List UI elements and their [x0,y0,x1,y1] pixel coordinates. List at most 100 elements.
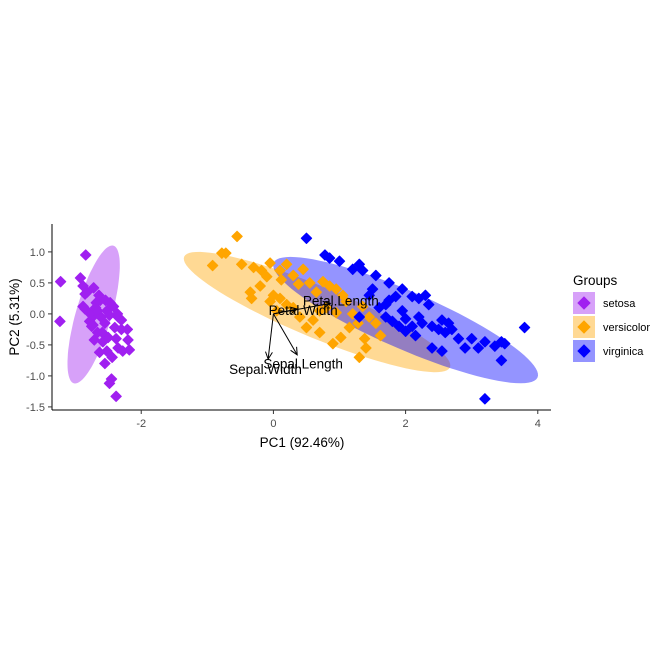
y-tick-label: -0.5 [26,340,45,352]
point-virginica [499,337,511,350]
point-versicolor [245,292,258,305]
point-versicolor [231,230,243,243]
point-setosa [93,346,106,359]
point-setosa [110,390,122,403]
arrow-sepal-width [267,313,274,360]
point-setosa [87,282,100,294]
point-versicolor [313,305,326,317]
legend-label-versicolor: versicolor [603,322,650,334]
point-setosa [112,342,124,354]
legend-title: Groups [573,273,618,288]
point-versicolor [287,269,299,282]
point-versicolor [356,300,369,313]
legend-item-versicolor: versicolor [573,316,650,338]
point-versicolor [235,258,248,270]
point-virginica [393,320,405,332]
point-virginica [356,264,369,277]
point-virginica [459,342,471,354]
loading-label-sepal-length: Sepal.Length [263,356,343,371]
point-versicolor [360,342,372,354]
point-versicolor [297,263,309,275]
point-setosa [88,334,100,346]
point-setosa [103,377,116,390]
point-versicolor [206,259,219,272]
point-versicolor [261,271,273,283]
point-virginica [386,315,399,328]
loading-label-sepal-width: Sepal.Width [229,362,302,377]
point-versicolor [280,298,293,311]
point-versicolor [340,295,352,308]
point-setosa [93,289,105,301]
point-versicolor [220,247,232,259]
x-axis-title: PC1 (92.46%) [260,435,345,450]
point-virginica [479,336,491,348]
point-setosa [54,275,67,288]
point-setosa [123,344,136,356]
point-virginica [413,311,425,323]
point-versicolor [363,311,375,323]
point-versicolor [343,321,356,334]
point-setosa [99,357,111,370]
x-tick-label: 0 [270,418,276,430]
legend-diamond-icon [577,320,591,334]
x-tick-label: -2 [136,418,146,430]
legend-label-setosa: setosa [603,298,636,310]
point-virginica [399,325,412,337]
point-virginica [333,255,346,267]
point-versicolor [330,283,342,295]
arrowhead-sepal-width [265,351,273,361]
point-versicolor [370,317,382,329]
loading-label-petal-length: Petal.Length [303,294,379,309]
point-versicolor [292,278,305,290]
point-virginica [389,290,402,303]
point-setosa [99,294,112,306]
point-versicolor [280,258,293,270]
point-setosa [79,288,91,300]
x-tick-label: 2 [403,418,409,430]
point-virginica [518,321,531,334]
point-versicolor [310,286,323,298]
axes: -2 0 2 4 -1.5 -1.0 -0.5 0.0 0.5 1.0 PC1 (92.46%)… [7,224,551,450]
point-setosa [80,249,92,261]
point-setosa [122,334,134,346]
point-virginica [319,249,331,261]
point-virginica [383,277,395,289]
point-setosa [106,351,118,363]
point-versicolor [335,331,347,344]
x-axis-ticks: -2 0 2 4 [136,410,541,430]
point-virginica [363,289,375,301]
y-tick-label: 0.0 [30,309,45,321]
point-versicolor [275,274,288,286]
point-virginica [419,289,432,301]
point-versicolor [304,277,316,289]
point-virginica [472,342,484,354]
point-versicolor [254,280,266,292]
point-virginica [495,354,508,367]
point-versicolor [313,326,326,339]
legend-diamond-icon [577,296,591,310]
point-virginica [396,283,408,295]
y-tick-label: 0.5 [30,278,45,290]
point-setosa [111,308,124,320]
point-versicolor [264,257,276,269]
point-virginica [479,393,491,405]
point-virginica [347,263,359,275]
point-virginica [370,269,382,282]
y-tick-label: -1.5 [26,402,45,414]
point-setosa [79,303,91,315]
point-virginica [426,342,438,354]
point-virginica [465,333,478,345]
point-versicolor [327,337,339,350]
point-setosa [121,323,134,336]
point-setosa [110,333,122,345]
point-virginica [409,329,422,342]
point-virginica [452,333,465,345]
legend-label-virginica: virginica [603,346,644,358]
point-versicolor [271,305,283,317]
legend: Groups setosa versicolor virginica [573,273,650,362]
point-versicolor [374,329,387,342]
loading-label-petal-width: Petal.Width [269,303,338,318]
point-versicolor [255,264,268,277]
